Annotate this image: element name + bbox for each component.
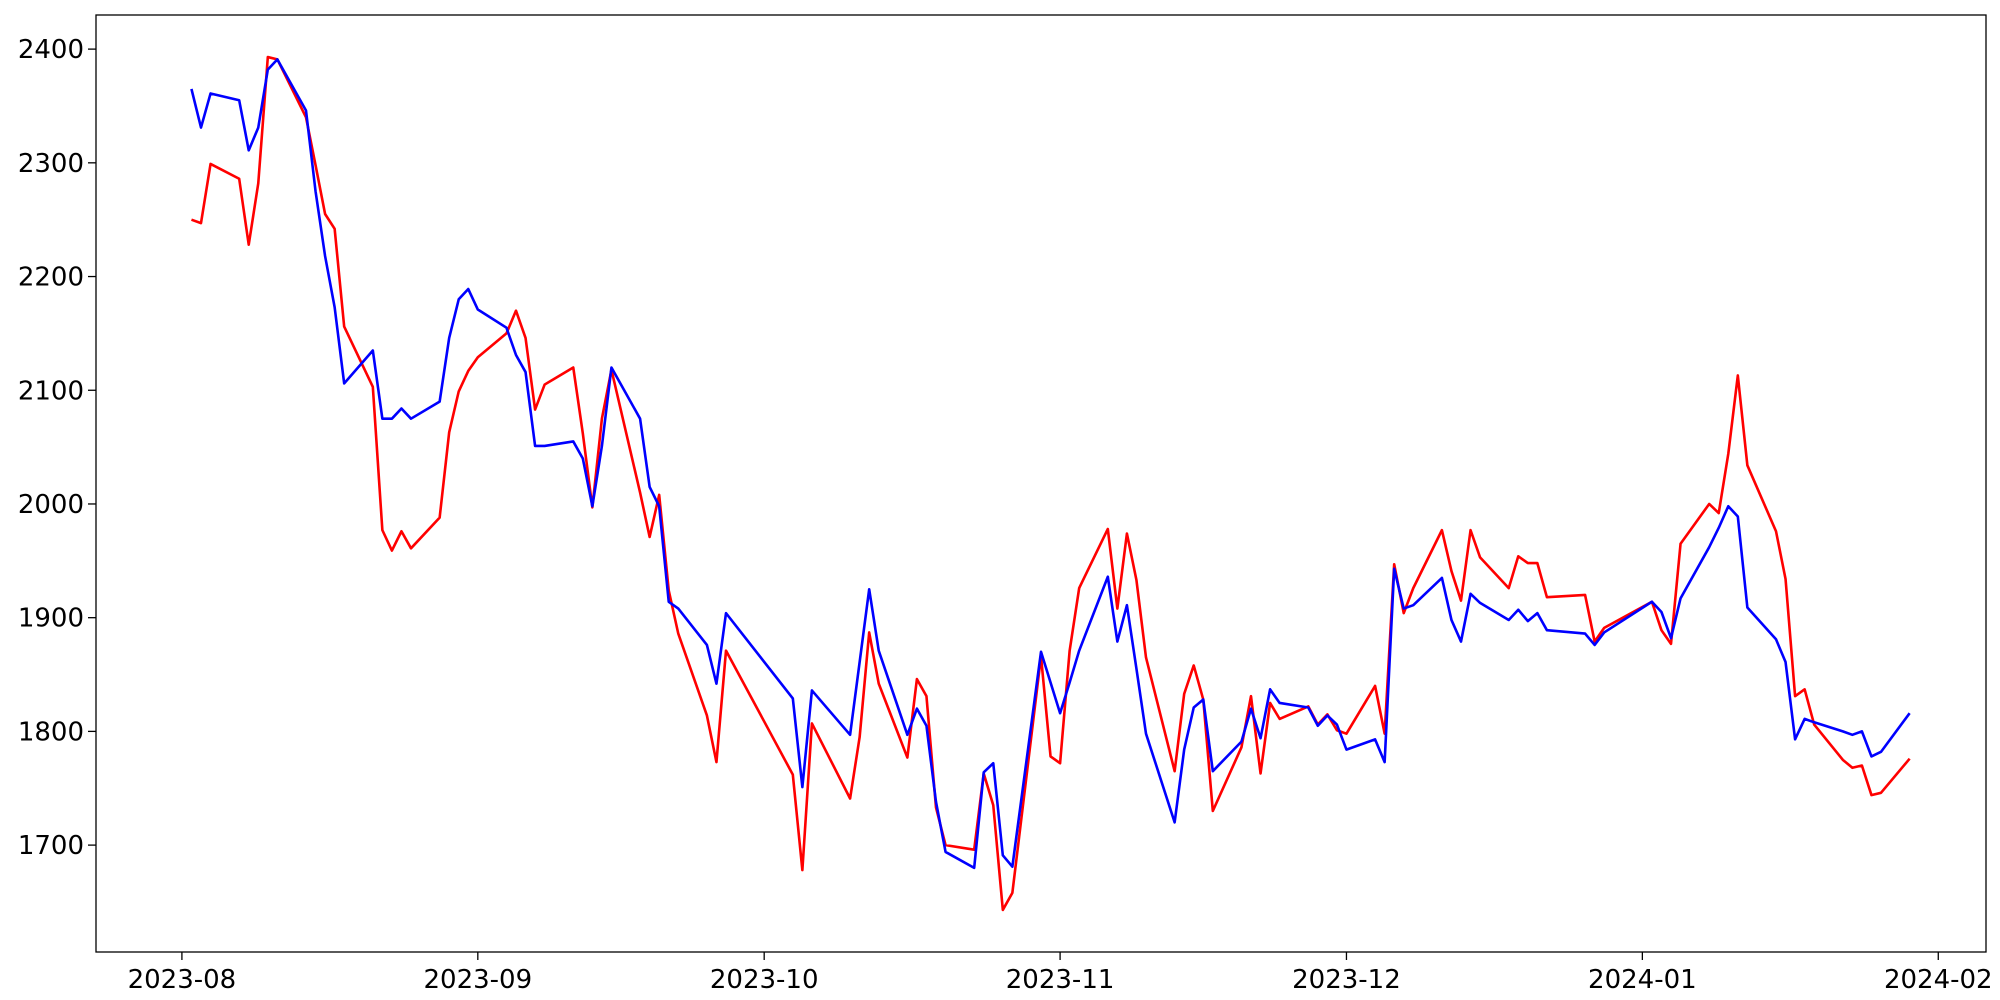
x-tick-label: 2023-09 xyxy=(423,965,532,995)
data-line xyxy=(191,55,1911,912)
y-tick-label: 2100 xyxy=(18,376,84,406)
y-tick-label: 2200 xyxy=(18,263,84,293)
plot-frame xyxy=(95,14,1987,953)
y-tick-label: 1700 xyxy=(18,831,84,861)
x-tick-label: 2023-08 xyxy=(128,965,237,995)
y-tick-label: 1900 xyxy=(18,604,84,634)
data-line xyxy=(190,58,1911,870)
y-tick-label: 2400 xyxy=(18,35,84,65)
x-tick-label: 2023-12 xyxy=(1292,965,1401,995)
x-tick-label: 2024-01 xyxy=(1588,965,1697,995)
y-tick-label: 2300 xyxy=(18,149,84,179)
x-tick-label: 2023-10 xyxy=(710,965,819,995)
y-tick-label: 2000 xyxy=(18,490,84,520)
y-tick-label: 1800 xyxy=(18,717,84,747)
x-tick-label: 2024-02 xyxy=(1884,965,1993,995)
x-tick-label: 2023-11 xyxy=(1006,965,1115,995)
